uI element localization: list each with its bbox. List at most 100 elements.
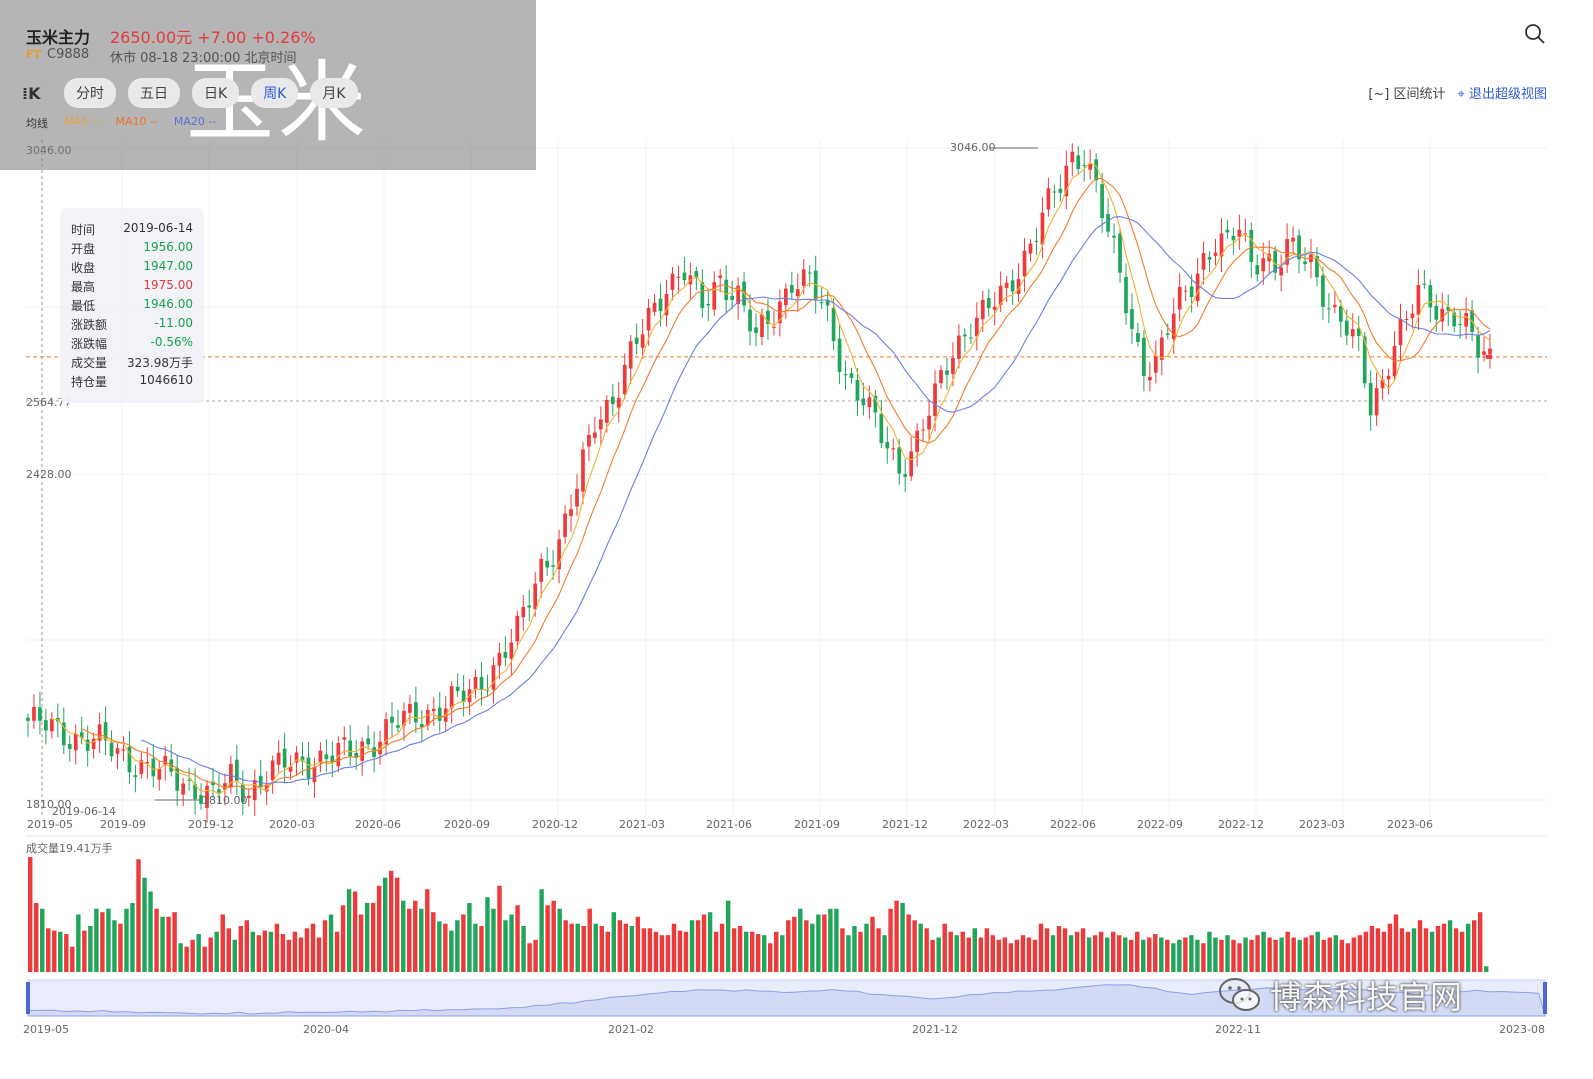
candle-body [419,724,424,728]
candle-body [264,784,269,792]
volume-bar [1381,931,1387,972]
candle-body [515,615,520,642]
volume-bar [1159,937,1164,972]
candle-body [754,327,758,334]
candle-body [449,686,454,708]
volume-bar [280,934,286,972]
ma-legend: 均线 MA5 -- MA10 -- MA20 -- [26,115,216,131]
x-axis-label: 2020-09 [444,818,490,831]
tooltip-row-open-interest: 持仓量 1046610 [71,373,193,389]
candle-body [933,383,937,416]
candle-body [951,357,955,375]
candle-body [825,299,830,306]
candle-body [324,754,329,760]
volume-bar [1068,935,1074,972]
candle-body [1040,212,1045,245]
candle-body [1004,282,1009,288]
volume-bar [425,889,430,972]
candle-body [658,298,663,312]
range-navigator: 2019-05 2020-04 2021-02 2021-12 2022-11 2023-… [23,979,1547,1036]
candle-body [38,707,42,721]
volume-bar [611,912,617,972]
volume-bar [1291,937,1296,972]
candle-body [760,314,764,337]
candle-body [843,374,848,376]
volume-bar [449,930,454,972]
volume-bar [178,943,183,972]
volume-bar [719,923,725,972]
tab-monthly-k[interactable]: 月K [310,78,358,108]
candle-body [26,717,30,721]
volume-bar [725,900,731,972]
volume-bar [88,926,93,972]
search-icon[interactable] [1524,23,1546,50]
kline-type-icon[interactable]: ⁞K [22,83,41,103]
candle-body [1428,285,1433,308]
tooltip-row-close: 收盘 1947.00 [71,259,193,275]
tooltip-row-volume: 成交量 323.98万手 [71,356,193,370]
tab-weekly-k[interactable]: 周K [251,78,299,108]
candle-body [909,451,914,477]
volume-bar [1135,931,1140,972]
candle-body [676,276,681,278]
volume-bar [1423,928,1429,972]
candle-body [1225,229,1230,233]
volume-bar [749,931,755,972]
candle-body [181,783,186,795]
candle-body [712,282,717,310]
volume-bar [346,889,352,972]
volume-bar [1327,937,1332,972]
tab-intraday[interactable]: 分时 [64,78,116,108]
volume-bar [786,920,791,972]
x-axis: 2019-05 2019-09 2019-12 2020-03 2020-06 2020-… [27,805,1433,831]
volume-bar [1483,966,1489,972]
candle-body [599,419,603,430]
volume-bar [900,903,905,972]
volume-bar [1345,943,1351,972]
volume-bar [1309,935,1314,972]
volume-bar [816,914,821,972]
volume-bar [1147,937,1152,972]
candle-body [50,718,54,732]
volume-bar [70,946,75,972]
candle-body [103,722,108,741]
candle-body [1338,306,1343,322]
exit-super-view-button[interactable]: ⌖ 退出超级视图 [1458,83,1547,102]
x-axis-label: 2020-03 [269,818,315,831]
volume-bar [1441,923,1447,972]
candle-body [700,282,705,309]
x-axis-label: 2021-06 [706,818,752,831]
candle-body [384,719,388,745]
candle-body [1231,235,1236,241]
candle-body [1446,306,1451,311]
candle-body [1386,375,1391,380]
candle-body [610,396,615,405]
volume-bar [220,914,225,972]
candle-body [1088,163,1093,170]
candle-body [1052,191,1057,193]
candle-body [1177,286,1182,310]
candle-body [1118,233,1122,273]
volume-bar [100,912,105,972]
candle-body [85,739,90,751]
navigator-label: 2021-12 [912,1023,958,1036]
volume-bar [136,859,141,972]
volume-bar [94,908,99,972]
candle-body [957,335,961,359]
volume-bar [1435,926,1441,972]
range-stat-button[interactable]: [~] 区间统计 [1368,83,1445,102]
candle-body [682,272,687,281]
volume-bar [1363,931,1369,972]
volume-bar [1074,931,1080,972]
candle-body [939,370,943,384]
candle-body [1237,229,1242,237]
volume-bar [322,920,328,972]
volume-bar [545,905,550,972]
candle-body [1368,383,1373,416]
tab-daily-k[interactable]: 日K [192,78,240,108]
volume-bar [966,937,971,972]
candle-body [491,665,496,690]
tab-five-day[interactable]: 五日 [128,78,180,108]
volume-bar [1375,928,1381,972]
